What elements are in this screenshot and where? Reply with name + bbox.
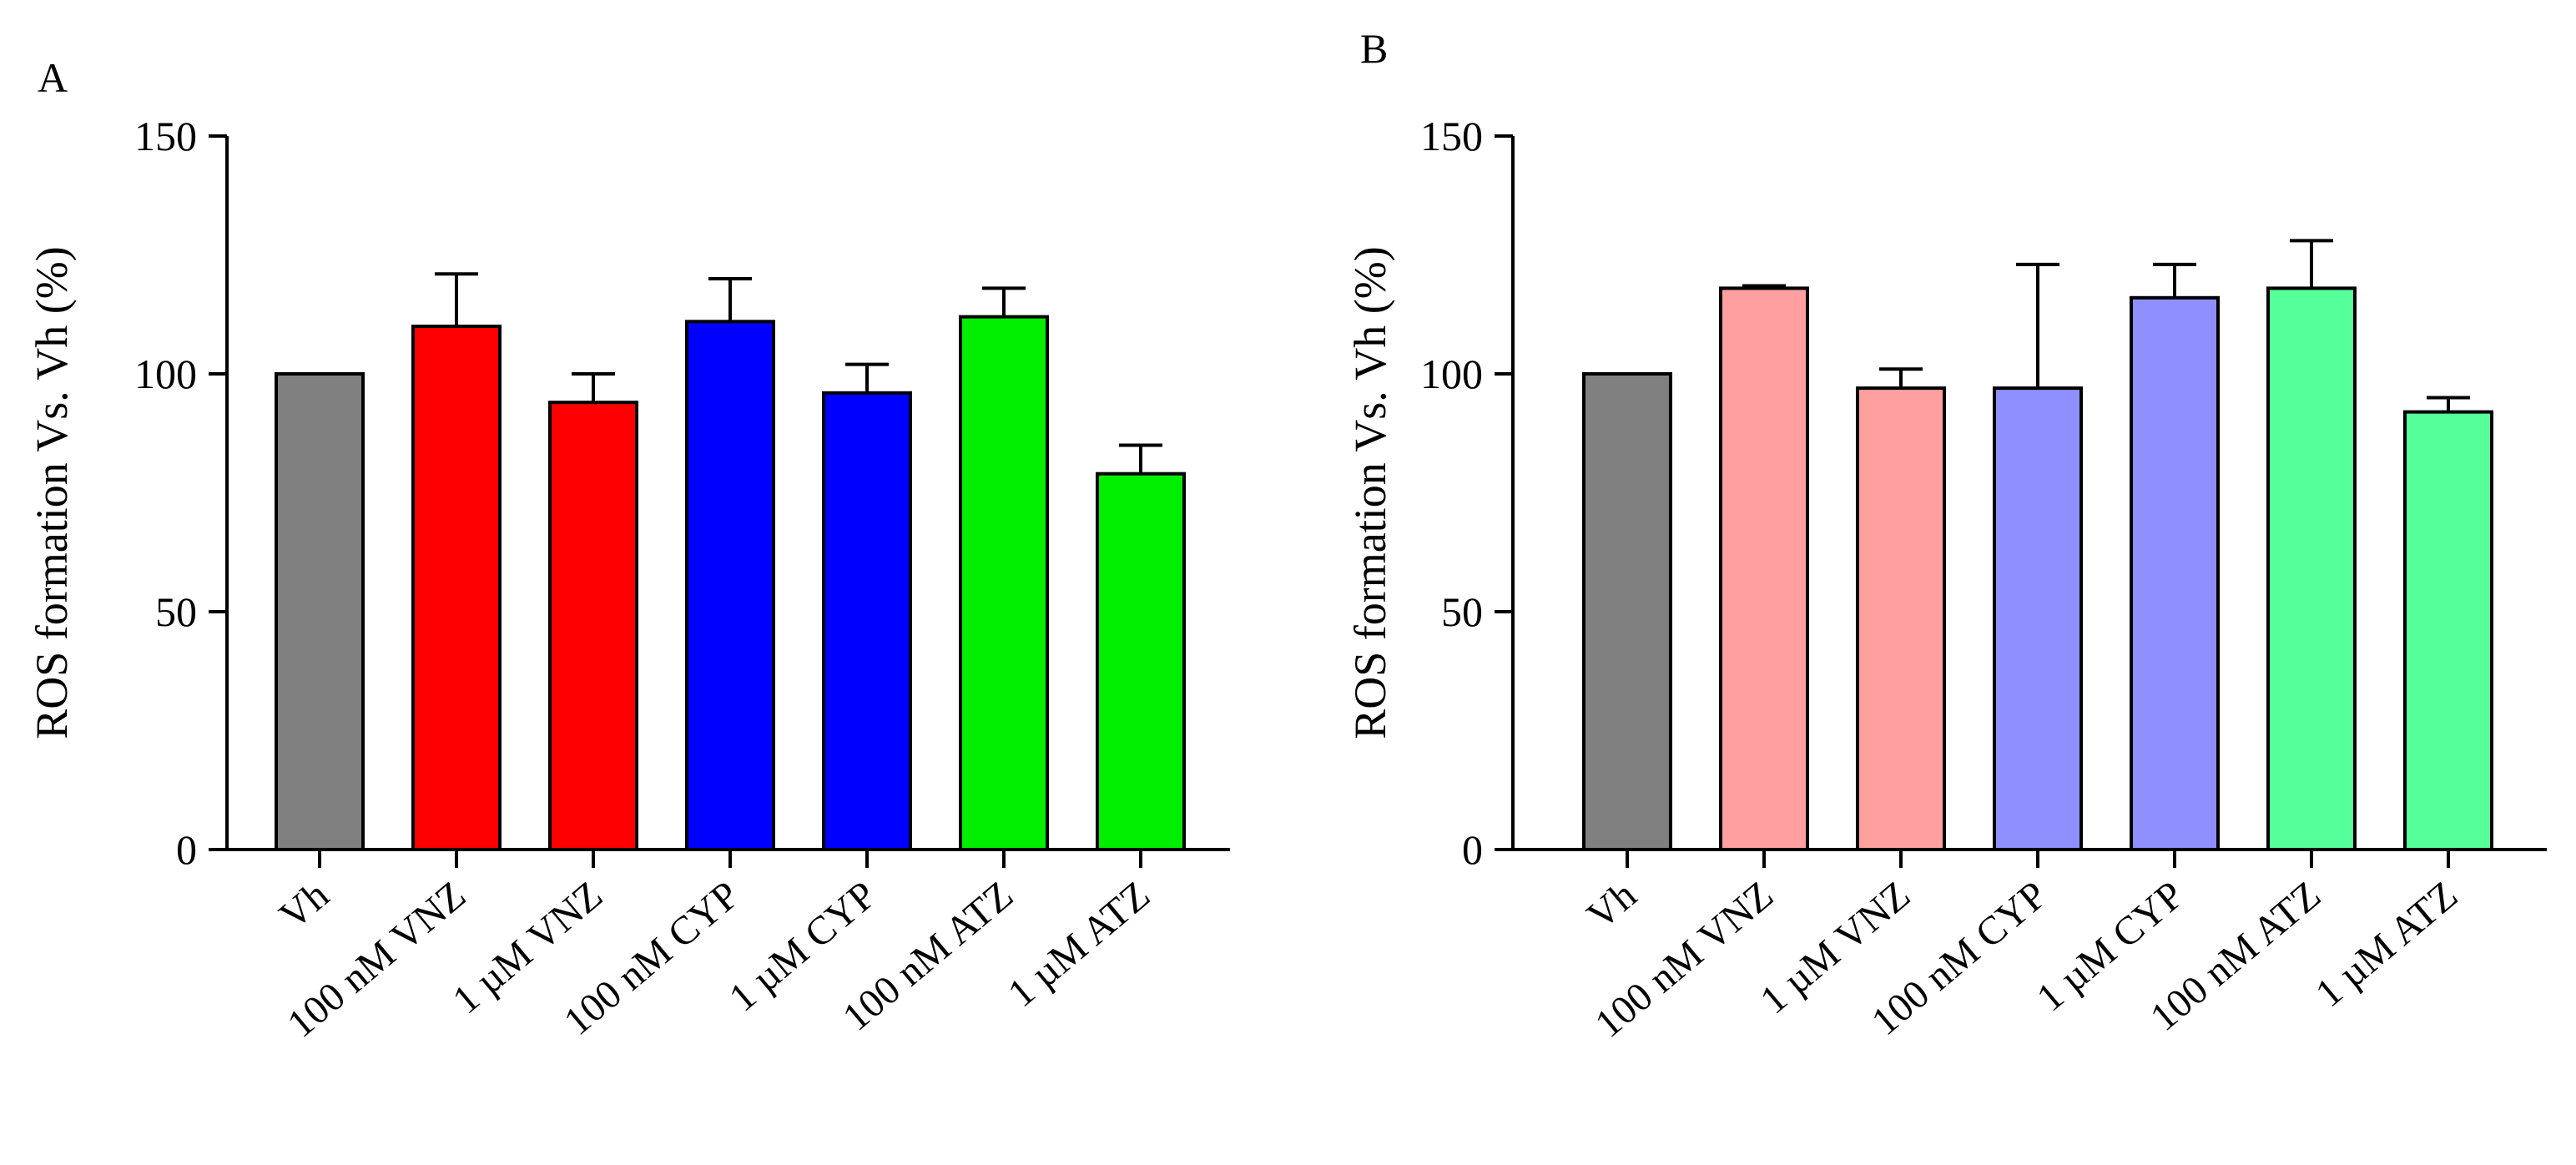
y-tick-label: 150	[134, 113, 197, 159]
bar	[2403, 410, 2493, 852]
bar	[1096, 472, 1186, 851]
bar	[1993, 386, 2083, 852]
bar	[822, 391, 912, 851]
bar	[1719, 286, 1809, 851]
y-tick-label: 50	[155, 588, 197, 635]
x-category-label: Vh	[271, 873, 337, 938]
bar	[1856, 386, 1946, 852]
y-tick-label: 100	[1420, 351, 1483, 397]
x-category-label: Vh	[1579, 873, 1645, 938]
bar	[548, 401, 638, 851]
bar	[2130, 295, 2220, 851]
panel-label: A	[38, 54, 68, 101]
bar	[275, 372, 365, 851]
y-tick-label: 0	[176, 826, 197, 873]
panel-label: B	[1360, 25, 1388, 72]
y-axis-title: ROS formation Vs. Vh (%)	[1345, 246, 1395, 739]
x-category-label: 1 µM ATZ	[1000, 873, 1158, 1016]
y-tick-label: 150	[1420, 113, 1483, 159]
bar	[411, 325, 502, 851]
y-axis-title: ROS formation Vs. Vh (%)	[27, 246, 77, 739]
y-tick-label: 100	[134, 351, 197, 397]
bar	[1582, 372, 1672, 851]
bar	[685, 320, 775, 851]
y-tick-label: 50	[1441, 588, 1483, 635]
bar	[959, 315, 1049, 852]
y-tick-label: 0	[1462, 826, 1483, 873]
bar	[2266, 286, 2357, 851]
x-category-label: 1 µM ATZ	[2307, 873, 2466, 1016]
